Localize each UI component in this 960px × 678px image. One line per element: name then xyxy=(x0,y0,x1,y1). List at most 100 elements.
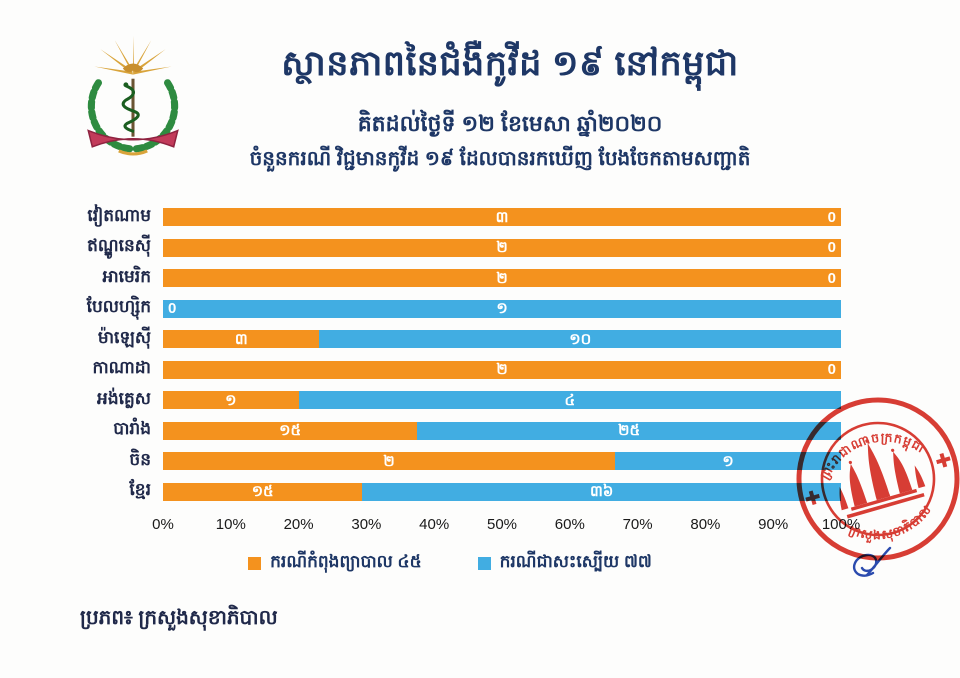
x-axis-tick: 30% xyxy=(351,516,382,533)
x-axis-tick: 0% xyxy=(152,516,174,533)
legend-label-recovered: ករណីជាសះស្បើយ ៧៧ xyxy=(499,552,652,571)
chart-row: ខ្មែរ ១៥ ៣៦ xyxy=(13,477,841,508)
moh-emblem-icon xyxy=(87,36,179,156)
chart-row: ចិន២១ xyxy=(13,446,841,477)
bar-segment-treating: ១៥ xyxy=(163,482,363,501)
category-label: បារាំង xyxy=(113,419,151,439)
emblem-base xyxy=(118,149,148,156)
bar-segment-recovered: ២៥ xyxy=(417,421,841,440)
bar-track: ២១ xyxy=(163,452,841,471)
angkor-wat-towers xyxy=(839,439,926,519)
asclepius-snake xyxy=(121,84,140,134)
bar-segment-recovered: ៣៦ xyxy=(362,482,841,501)
bar-segment-treating: ១៥ xyxy=(163,421,418,440)
bar-value-treating: ២ xyxy=(496,361,508,379)
chart-row: អង់គ្លេស១៤ xyxy=(13,385,841,416)
category-label: ខ្មែរ xyxy=(129,480,151,500)
bar-value-treating: ២ xyxy=(496,239,508,257)
source-note: ប្រភព៖ ក្រសួងសុខាភិបាល xyxy=(80,607,278,629)
bar-value-recovered: 0 xyxy=(827,361,836,379)
snake-head xyxy=(123,82,129,88)
chart-row: បែលហ្ស៊ិក 0 ១ xyxy=(13,294,841,325)
bar-value-recovered: 0 xyxy=(827,269,836,287)
x-axis-tick: 40% xyxy=(419,516,450,533)
angkor-wat-stamp-icon: ព្រះរាជាណាចក្រកម្ពុជា ក្រសួងសុខាភិបាល xyxy=(796,397,960,561)
bar-segment-treating: ២ xyxy=(163,452,615,471)
legend-item-recovered: ករណីជាសះស្បើយ ៧៧ xyxy=(477,551,652,576)
category-label: វៀតណាម xyxy=(87,205,151,225)
stacked-bar-chart: វៀតណាម៣ 0 ឥណ្ឌូនេស៊ី២ 0 អាមេរិក២ 0 បែលហ្ស៊ិក 0 ១… xyxy=(13,202,861,538)
ministry-of-health-logo xyxy=(76,36,190,156)
bar-track: ១៤ xyxy=(163,391,841,410)
category-label: ចិន xyxy=(129,449,151,469)
category-label: អាមេរិក xyxy=(102,266,151,286)
bar-value-recovered: ៤ xyxy=(564,391,576,409)
bar-value-recovered: ១០ xyxy=(569,330,592,348)
bar-value-recovered: 0 xyxy=(827,208,836,226)
bar-value-treating: ២ xyxy=(496,269,508,287)
bar-segment-recovered: ១ xyxy=(615,452,841,471)
bar-value-treating: ៣ xyxy=(234,330,248,348)
laurel-left xyxy=(87,79,135,153)
bar-track: ១៥ ២៥ xyxy=(163,421,841,440)
bar-value-treating: ២ xyxy=(383,452,395,470)
legend-label-treating: ករណីកំពុងព្យាបាល ៤៥ xyxy=(270,552,422,571)
x-axis-tick: 70% xyxy=(622,516,653,533)
chart-rows: វៀតណាម៣ 0 ឥណ្ឌូនេស៊ី២ 0 អាមេរិក២ 0 បែលហ្ស៊ិក 0 ១… xyxy=(13,202,841,507)
treating-swatch-icon xyxy=(248,557,262,570)
chart-description: ចំនួនករណី វិជ្ជមានកូវីដ ១៩ ដែលបានរកឃើញ ប… xyxy=(249,148,751,170)
emblem-ribbon xyxy=(87,129,179,148)
bar-value-treating: 0 xyxy=(168,300,177,318)
chart-legend: ករណីកំពុងព្យាបាល ៤៥ ករណីជាសះស្បើយ ៧៧ xyxy=(0,551,900,576)
bar-value-treating: ១៥ xyxy=(251,483,274,501)
bar-segment-treating: ៣ xyxy=(163,330,320,349)
x-axis-tick: 20% xyxy=(283,516,314,533)
x-axis-tick: 80% xyxy=(690,516,721,533)
ministry-stamp: ព្រះរាជាណាចក្រកម្ពុជា ក្រសួងសុខាភិបាល xyxy=(773,374,960,584)
chart-row: អាមេរិក២ 0 xyxy=(13,263,841,294)
category-label: ឥណ្ឌូនេស៊ី xyxy=(87,236,151,256)
bar-segment-recovered: ១០ xyxy=(319,330,841,349)
bar-track: ៣ ១០ xyxy=(163,330,841,349)
laurel-right xyxy=(131,79,179,153)
bar-value-recovered: 0 xyxy=(827,239,836,257)
chart-row: កាណាដា២ 0 xyxy=(13,355,841,386)
category-label: អង់គ្លេស xyxy=(97,388,151,408)
page-title: ស្ថានភាពនៃជំងឺកូវីដ ១៩ នៅកម្ពុជា xyxy=(281,44,739,83)
bar-value-recovered: ៣៦ xyxy=(589,483,614,501)
bar-value-recovered: ១ xyxy=(722,452,734,470)
bar-segment-treating: ១ xyxy=(163,391,299,410)
chart-row: វៀតណាម៣ 0 xyxy=(13,202,841,233)
bar-value-recovered: ១ xyxy=(496,300,508,318)
x-axis-tick: 50% xyxy=(486,516,518,533)
category-label: បែលហ្ស៊ិក xyxy=(86,297,151,317)
stamp-cross-right-icon xyxy=(936,452,951,468)
bar-value-treating: ១ xyxy=(225,391,237,409)
legend-item-treating: ករណីកំពុងព្យាបាល ៤៥ xyxy=(248,551,422,576)
category-label: ម៉ាឡេស៊ី xyxy=(97,327,151,347)
bar-track: ១៥ ៣៦ xyxy=(163,482,841,501)
stamp-cross-left-icon xyxy=(805,490,820,506)
category-label: កាណាដា xyxy=(92,358,151,378)
bar-segment-recovered: ៤ xyxy=(298,391,841,410)
bar-value-treating: ១៥ xyxy=(279,422,302,440)
chart-row: បារាំង ១៥ ២៥ xyxy=(13,416,841,447)
recovered-swatch-icon xyxy=(477,557,491,570)
x-axis-tick: 90% xyxy=(758,516,789,533)
x-axis-tick: 10% xyxy=(215,516,246,533)
chart-row: ឥណ្ឌូនេស៊ី២ 0 xyxy=(13,233,841,264)
bar-value-treating: ៣ xyxy=(495,208,509,226)
bar-value-recovered: ២៥ xyxy=(618,422,641,440)
date-line: គិតដល់ថ្ងៃទី ១២ ខែមេសា ឆ្នាំ២០២០ xyxy=(357,111,663,136)
x-axis: 0% 10% 20% 30% 40% 50% 60% 70% 80% 90% 100% xyxy=(152,516,860,538)
